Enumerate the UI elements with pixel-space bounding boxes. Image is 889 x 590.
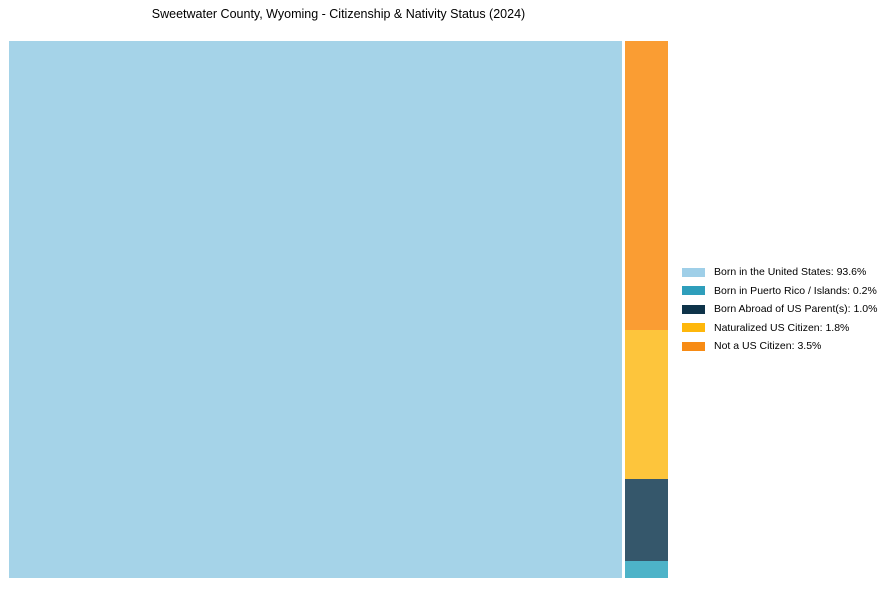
legend-item-born-in-puerto-rico-islands: Born in Puerto Rico / Islands: 0.2% (682, 285, 877, 297)
legend-item-born-in-the-united-states: Born in the United States: 93.6% (682, 266, 877, 278)
treemap-block-naturalized-us-citizen (625, 330, 668, 479)
treemap-plot (9, 41, 668, 578)
legend-swatch-born-in-the-united-states (682, 267, 705, 277)
legend-swatch-born-abroad-of-us-parent-s (682, 304, 705, 314)
treemap-remainder-column (625, 41, 668, 578)
treemap-block-born-in-the-united-states (9, 41, 622, 578)
treemap-block-born-abroad-of-us-parent-s (625, 478, 668, 562)
legend-label: Born in Puerto Rico / Islands: 0.2% (714, 284, 877, 297)
legend-label: Not a US Citizen: 3.5% (714, 340, 822, 352)
chart-title: Sweetwater County, Wyoming - Citizenship… (151, 7, 526, 21)
legend-swatch-born-in-puerto-rico-islands (682, 286, 705, 295)
legend: Born in the United States: 93.6% Born in … (682, 266, 877, 352)
legend-item-not-a-us-citizen: Not a US Citizen: 3.5% (682, 340, 877, 352)
legend-swatch-naturalized-us-citizen (682, 323, 705, 332)
treemap-block-not-a-us-citizen (625, 41, 668, 331)
legend-item-naturalized-us-citizen: Naturalized US Citizen: 1.8% (682, 322, 877, 334)
legend-swatch-not-a-us-citizen (682, 341, 705, 351)
legend-label: Naturalized US Citizen: 1.8% (714, 321, 850, 334)
legend-label: Born Abroad of US Parent(s): 1.0% (714, 303, 878, 315)
legend-label: Born in the United States: 93.6% (714, 266, 867, 278)
legend-item-born-abroad-of-us-parent-s: Born Abroad of US Parent(s): 1.0% (682, 303, 877, 315)
treemap-block-born-in-puerto-rico-islands (625, 561, 668, 578)
